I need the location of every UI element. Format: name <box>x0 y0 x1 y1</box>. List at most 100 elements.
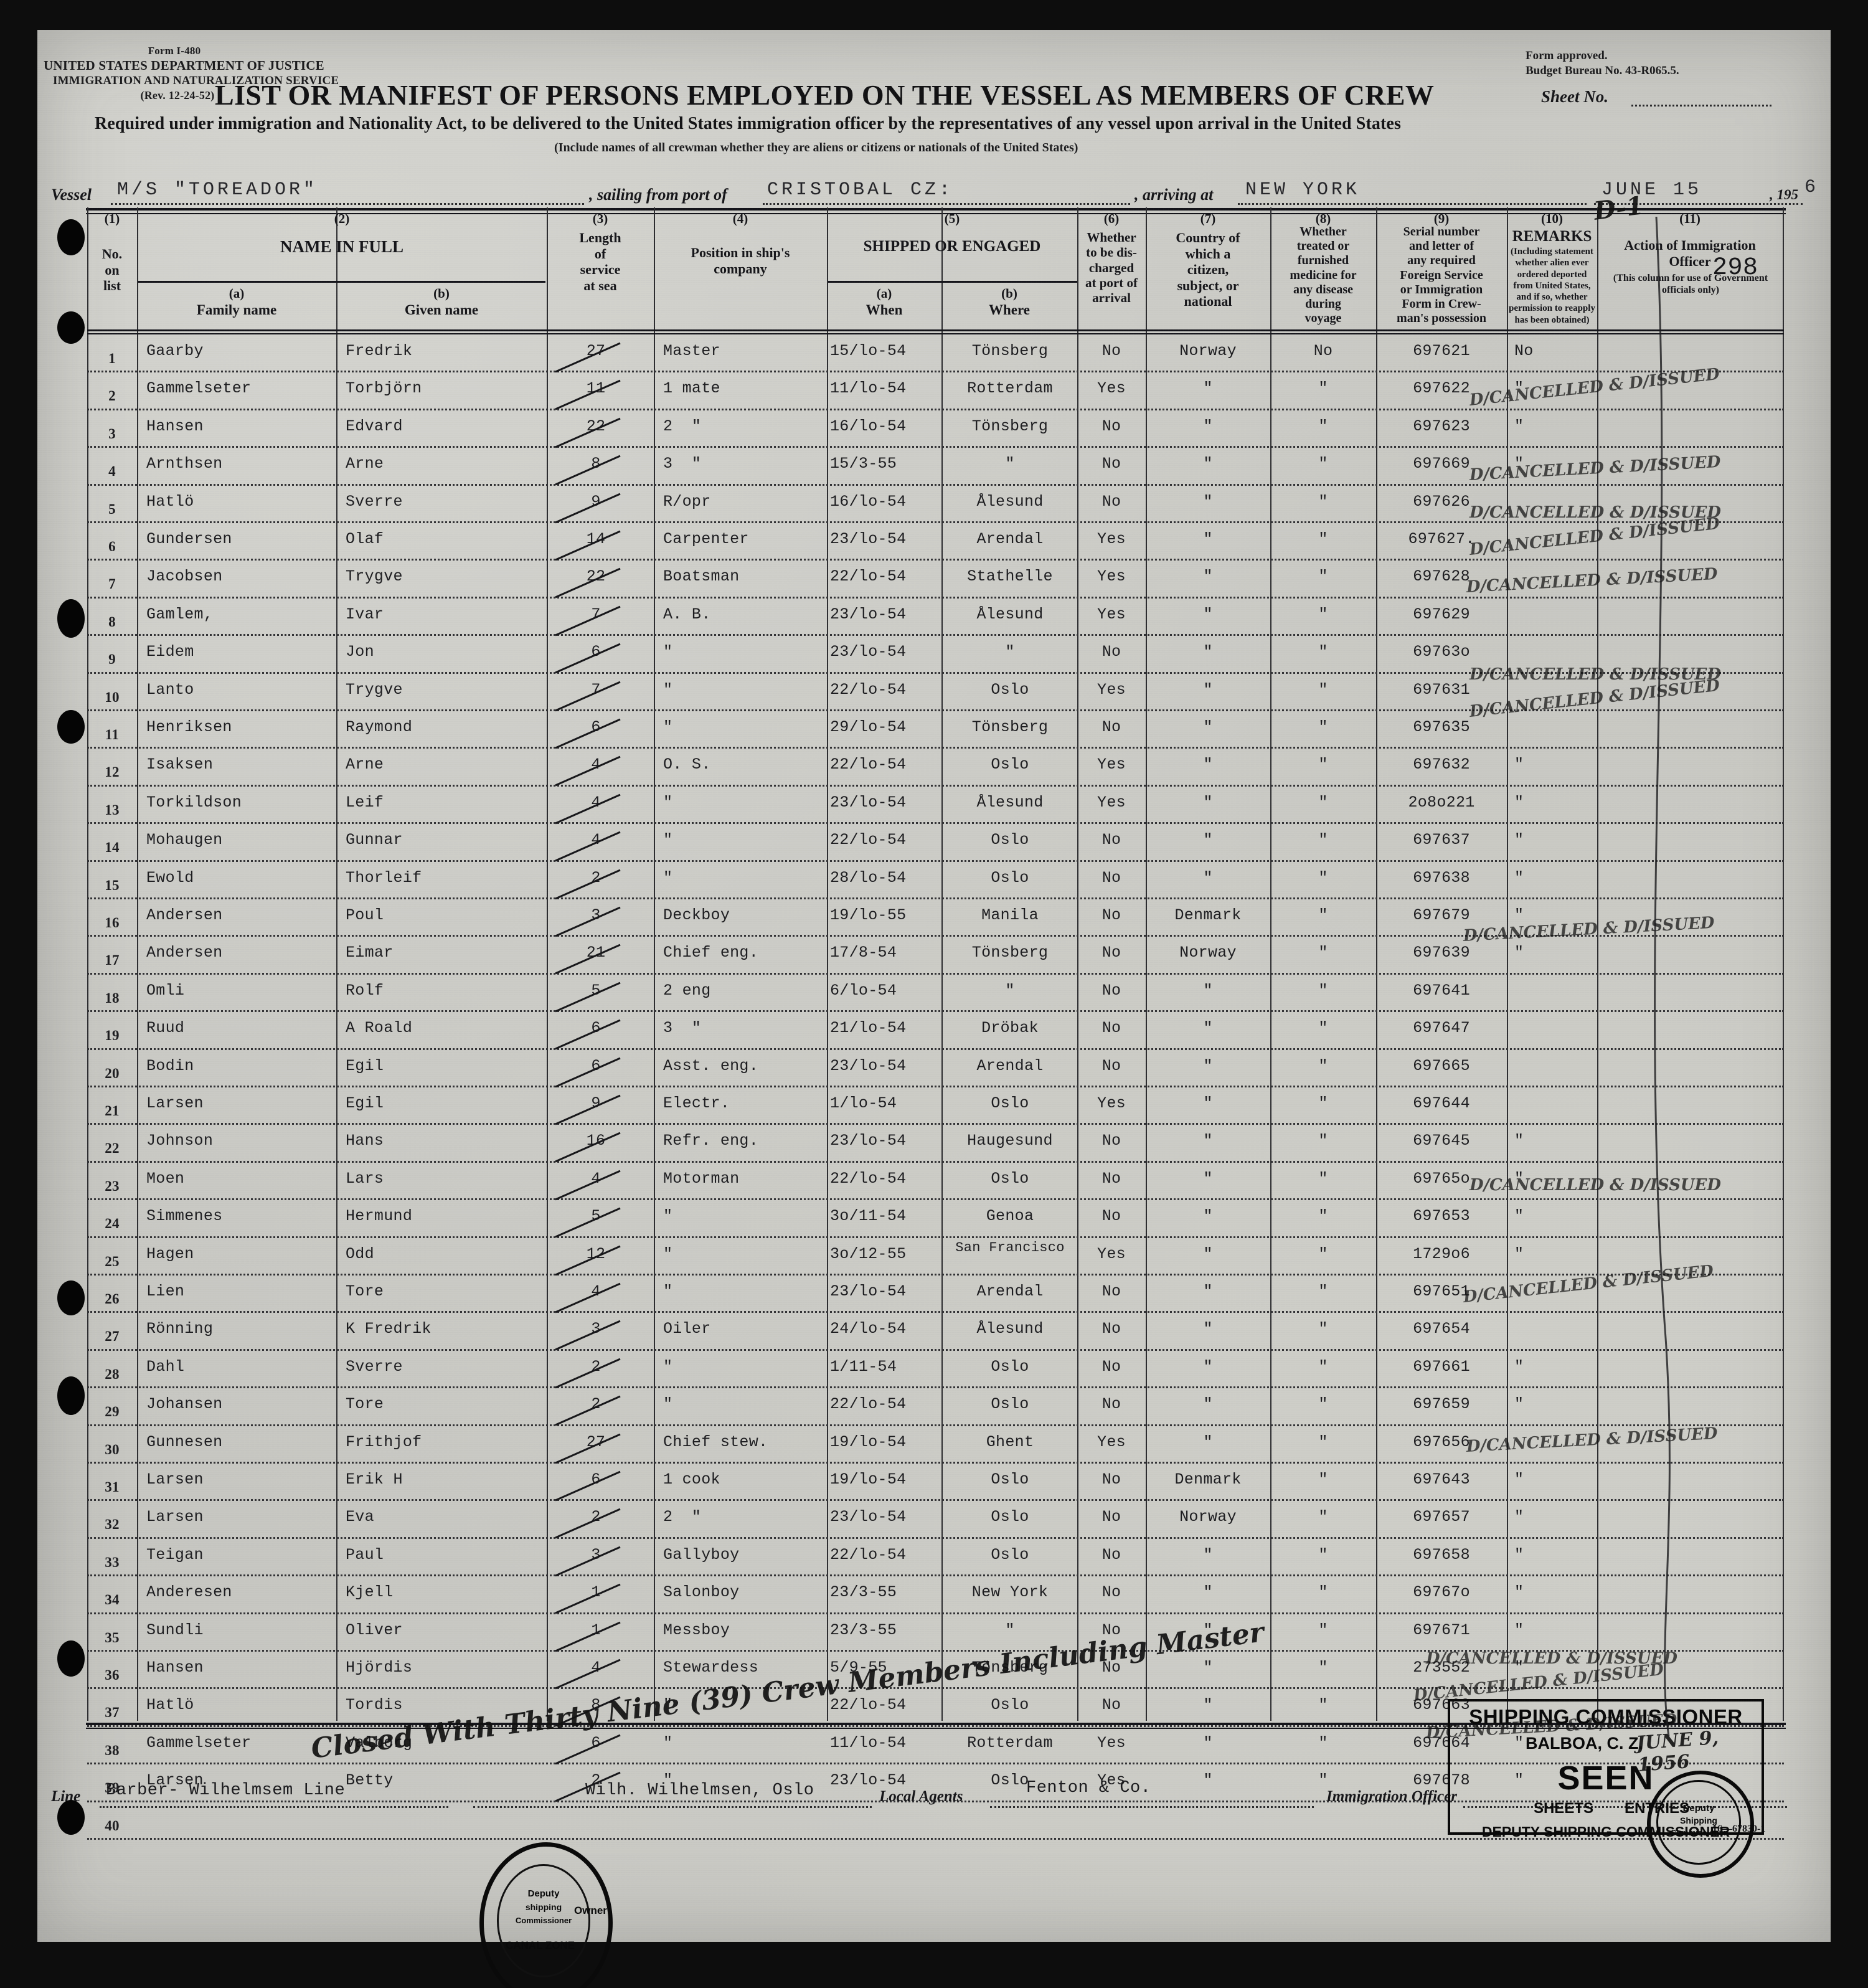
row-separator <box>87 897 1784 899</box>
cell-no: 4 <box>108 463 116 480</box>
cell-country: Denmark <box>1174 1470 1242 1489</box>
cell-family: Hatlö <box>146 1696 194 1715</box>
cell-given: Gunnar <box>346 831 403 850</box>
cell-position: Chief eng. <box>663 944 759 962</box>
cell-discharged: No <box>1101 831 1121 850</box>
col-num-4: (4) <box>732 211 748 226</box>
cell-remarks: " <box>1514 417 1524 435</box>
cell-given: Hermund <box>346 1207 413 1226</box>
cell-where: Ålesund <box>976 492 1044 511</box>
col-title-shipped-or-engaged: SHIPPED OR ENGAGED <box>863 238 1041 255</box>
cell-remarks: " <box>1514 1395 1524 1414</box>
cell-medicine: " <box>1318 492 1328 511</box>
cell-when: 22/lo-54 <box>830 1545 907 1564</box>
cell-given: Tore <box>346 1282 384 1300</box>
cell-where: Tönsberg <box>971 342 1049 360</box>
cell-family: Moen <box>146 1169 185 1188</box>
cell-medicine: " <box>1318 1244 1328 1263</box>
row-separator <box>87 1198 1784 1201</box>
cell-remarks: " <box>1514 1132 1524 1150</box>
cell-country: " <box>1203 1583 1213 1602</box>
service-checkmark <box>553 1695 628 1728</box>
cell-discharged: Yes <box>1097 379 1126 398</box>
cell-no: 19 <box>105 1028 120 1044</box>
cell-no: 36 <box>105 1667 120 1683</box>
cell-remarks: " <box>1514 906 1524 924</box>
cell-country: Norway <box>1179 944 1237 962</box>
cell-medicine: " <box>1318 1056 1328 1075</box>
cell-discharged: Yes <box>1097 1771 1126 1790</box>
cell-given: Sverre <box>346 1357 403 1376</box>
col-num-5b: (b) <box>1001 286 1017 301</box>
col-title-when: When <box>866 302 903 318</box>
cell-serial: 697627. <box>1408 530 1475 548</box>
cell-when: 19/lo-54 <box>830 1432 907 1451</box>
cell-position: " <box>663 1696 673 1715</box>
round-stamp-commissioner: Commissioner <box>1670 1828 1727 1837</box>
cell-discharged: No <box>1101 1545 1121 1564</box>
cell-serial: 69763o <box>1413 643 1470 661</box>
cell-country: " <box>1203 530 1213 548</box>
cell-where: Oslo <box>991 831 1029 850</box>
cell-where: " <box>1005 455 1015 473</box>
cell-when: 17/8-54 <box>830 944 897 962</box>
cell-serial: 697632 <box>1413 755 1470 774</box>
cell-no: 15 <box>105 877 120 893</box>
cell-country: " <box>1203 755 1213 774</box>
cell-country: " <box>1203 492 1213 511</box>
cell-given: Trygve <box>346 567 403 586</box>
cell-discharged: No <box>1101 1056 1121 1075</box>
cell-when: 22/lo-54 <box>830 1696 907 1715</box>
hole-punch <box>57 311 85 344</box>
col-num-6: (6) <box>1103 211 1120 226</box>
cell-no: 21 <box>105 1103 120 1119</box>
cell-given: Tore <box>346 1395 384 1414</box>
cell-discharged: No <box>1101 868 1121 887</box>
cell-remarks: " <box>1514 868 1524 887</box>
include-note: (Include names of all crewman whether th… <box>554 141 1078 154</box>
cell-country: " <box>1203 793 1213 812</box>
service-checkmark <box>553 566 628 600</box>
cell-medicine: " <box>1318 417 1328 435</box>
cell-discharged: Yes <box>1097 567 1126 586</box>
col-num-2a: (a) <box>229 286 245 301</box>
cell-given: Poul <box>346 906 384 924</box>
cell-family: Jacobsen <box>146 567 223 586</box>
cell-position: 2 " <box>663 1508 702 1527</box>
col-title-family-name: Family name <box>196 302 277 318</box>
cell-no: 14 <box>105 840 120 856</box>
col-num-7: (7) <box>1200 211 1216 226</box>
cell-position: " <box>663 643 673 661</box>
cell-no: 22 <box>105 1140 120 1157</box>
col-num-8: (8) <box>1315 211 1331 226</box>
cell-country: Norway <box>1179 1508 1237 1527</box>
service-checkmark <box>553 905 628 939</box>
cell-where: Oslo <box>991 1357 1029 1376</box>
cell-discharged: No <box>1101 1019 1121 1038</box>
form-approved-label: Form approved. <box>1526 49 1608 62</box>
cell-discharged: No <box>1101 1395 1121 1414</box>
cell-discharged: No <box>1101 1621 1121 1639</box>
local-agents-label: Local Agents <box>879 1788 963 1805</box>
hole-punch <box>57 219 85 255</box>
service-checkmark <box>553 491 628 525</box>
cell-where: Oslo <box>991 1508 1029 1527</box>
remark-cancelled-handwritten: D/CANCELLED & D/ISSUED <box>1426 1649 1677 1668</box>
cell-when: 11/lo-54 <box>830 379 907 398</box>
cell-serial: 697638 <box>1413 868 1470 887</box>
cell-serial: 697637 <box>1413 831 1470 850</box>
cell-position: " <box>663 1244 673 1263</box>
cell-when: 22/lo-54 <box>830 567 907 586</box>
cell-position: " <box>663 1357 673 1376</box>
cell-family: Henriksen <box>146 718 232 736</box>
cell-discharged: No <box>1101 1207 1121 1226</box>
cell-where: New York <box>971 1583 1049 1602</box>
row-separator <box>87 1160 1784 1163</box>
cell-where: Oslo <box>991 1771 1029 1790</box>
cell-medicine: " <box>1318 1094 1328 1112</box>
cell-medicine: " <box>1318 530 1328 548</box>
cell-given: Erik H <box>346 1470 403 1489</box>
cell-position: 3 " <box>663 1019 702 1038</box>
row-separator <box>87 446 1784 448</box>
cell-when: 11/lo-54 <box>830 1733 907 1752</box>
